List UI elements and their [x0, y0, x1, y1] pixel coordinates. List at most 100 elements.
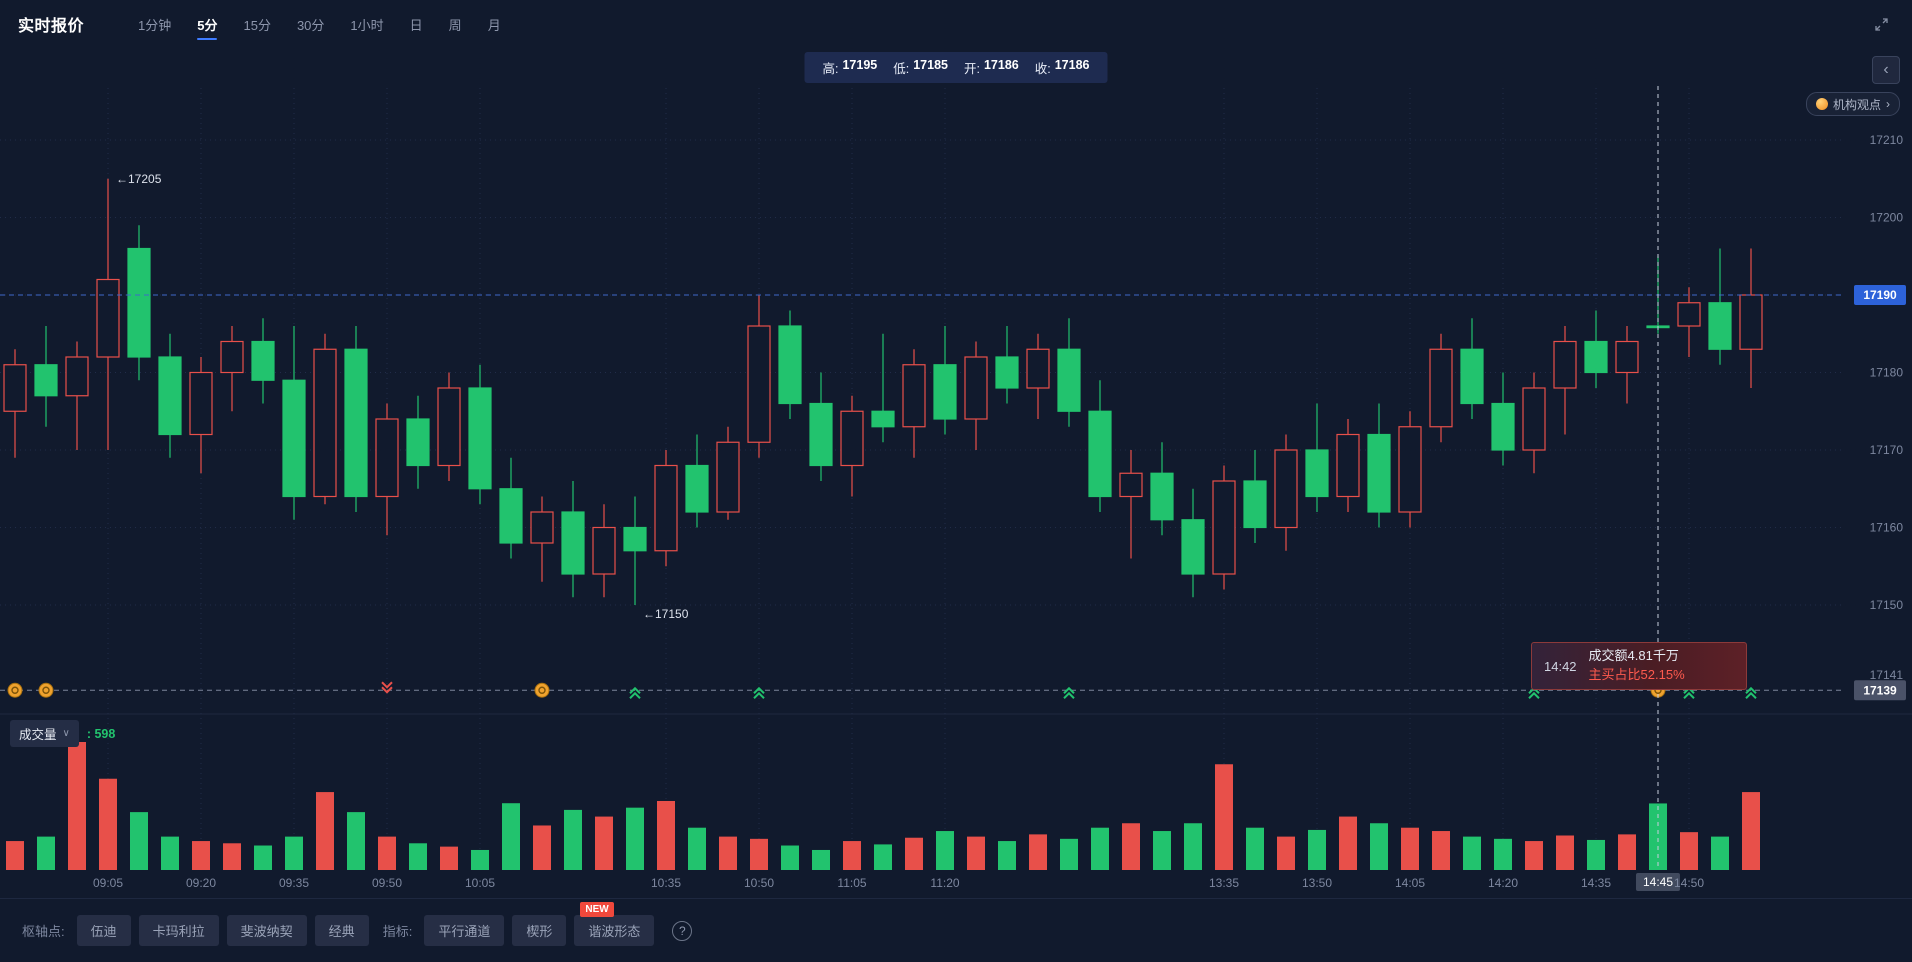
volume-bar[interactable]	[1370, 823, 1388, 870]
candle[interactable]	[809, 402, 833, 467]
tab-timeframe-3[interactable]: 15分	[243, 17, 271, 33]
signal-up-icon[interactable]	[753, 686, 765, 699]
volume-bar[interactable]	[285, 836, 303, 870]
candle[interactable]	[654, 464, 678, 552]
candle[interactable]	[34, 364, 58, 397]
candle[interactable]	[1398, 426, 1422, 513]
volume-bar[interactable]	[657, 800, 675, 870]
help-icon[interactable]: ?	[672, 920, 693, 941]
tool-button-1-2[interactable]: 卡玛利拉	[138, 915, 219, 946]
volume-bar[interactable]	[347, 812, 365, 870]
candle[interactable]	[1181, 519, 1205, 575]
candle[interactable]	[747, 325, 771, 443]
candle[interactable]	[313, 348, 337, 498]
volume-bar[interactable]	[564, 809, 582, 870]
signal-coin-icon[interactable]	[7, 682, 23, 698]
volume-bar[interactable]	[68, 742, 86, 870]
candle[interactable]	[561, 511, 585, 575]
candle[interactable]	[251, 340, 275, 381]
candle[interactable]	[1026, 348, 1050, 389]
candle[interactable]	[1367, 433, 1391, 513]
candle[interactable]	[778, 325, 802, 405]
collapse-panel-button[interactable]: ‹	[1872, 56, 1900, 84]
volume-bar[interactable]	[1401, 827, 1419, 870]
candle[interactable]	[964, 356, 988, 420]
volume-bar[interactable]	[781, 845, 799, 870]
volume-bar[interactable]	[1029, 834, 1047, 870]
candle[interactable]	[592, 526, 616, 575]
fullscreen-toggle-button[interactable]	[1868, 11, 1894, 37]
candle[interactable]	[344, 348, 368, 498]
candle[interactable]	[933, 364, 957, 420]
candle[interactable]	[3, 364, 27, 412]
candle[interactable]	[902, 364, 926, 428]
volume-bar[interactable]	[843, 841, 861, 870]
volume-bar[interactable]	[192, 841, 210, 870]
volume-bar[interactable]	[409, 843, 427, 870]
tool-button-1-4[interactable]: 经典	[314, 915, 369, 946]
candle[interactable]	[1119, 472, 1143, 498]
volume-bar[interactable]	[719, 836, 737, 870]
signal-up-icon[interactable]	[629, 686, 641, 699]
candle[interactable]	[623, 526, 647, 552]
signal-coin-icon[interactable]	[534, 682, 550, 698]
candle[interactable]	[1336, 433, 1360, 498]
candle[interactable]	[1491, 402, 1515, 451]
volume-bar[interactable]	[1618, 834, 1636, 870]
volume-bar[interactable]	[1432, 831, 1450, 870]
candle[interactable]	[1553, 340, 1577, 389]
tab-timeframe-1[interactable]: 1分钟	[138, 17, 172, 33]
tab-timeframe-4[interactable]: 30分	[296, 17, 325, 33]
candle[interactable]	[65, 356, 89, 397]
tab-timeframe-6[interactable]: 日	[409, 17, 423, 33]
volume-bar[interactable]	[502, 803, 520, 870]
candle[interactable]	[1212, 480, 1236, 575]
volume-bar[interactable]	[1680, 832, 1698, 870]
candle[interactable]	[96, 278, 120, 358]
candle[interactable]	[840, 410, 864, 467]
tool-button-2-1[interactable]: 平行通道	[424, 915, 505, 946]
volume-bar[interactable]	[37, 836, 55, 870]
candle[interactable]	[685, 464, 709, 513]
volume-bar[interactable]	[874, 844, 892, 870]
tab-timeframe-7[interactable]: 周	[448, 17, 462, 33]
volume-bar[interactable]	[812, 849, 830, 870]
volume-bar[interactable]	[6, 841, 24, 870]
tool-button-2-2[interactable]: 楔形	[512, 915, 567, 946]
volume-bar[interactable]	[1184, 823, 1202, 870]
tab-timeframe-5[interactable]: 1小时	[350, 17, 384, 33]
volume-bar[interactable]	[1215, 764, 1233, 870]
volume-bar[interactable]	[595, 816, 613, 870]
candle[interactable]	[1677, 302, 1701, 327]
candle[interactable]	[468, 387, 492, 490]
volume-bar[interactable]	[1711, 836, 1729, 870]
candle[interactable]	[127, 247, 151, 358]
signal-up-icon[interactable]	[1745, 686, 1757, 699]
volume-bar[interactable]	[1122, 823, 1140, 870]
tab-timeframe-2[interactable]: 5分	[185, 0, 229, 48]
volume-bar[interactable]	[1587, 839, 1605, 870]
institution-view-button[interactable]: 机构观点 ›	[1805, 92, 1900, 116]
candle[interactable]	[1739, 294, 1763, 350]
volume-bar[interactable]	[99, 778, 117, 870]
volume-bar[interactable]	[1308, 829, 1326, 870]
volume-bar[interactable]	[316, 792, 334, 870]
signal-coin-icon[interactable]	[38, 682, 54, 698]
volume-bar[interactable]	[936, 831, 954, 870]
volume-bar[interactable]	[1494, 838, 1512, 870]
tool-button-1-3[interactable]: 斐波纳契	[226, 915, 307, 946]
volume-bar[interactable]	[533, 825, 551, 870]
candle[interactable]	[437, 387, 461, 467]
candle[interactable]	[716, 441, 740, 513]
candle[interactable]	[1522, 387, 1546, 451]
signal-down-icon[interactable]	[381, 681, 393, 694]
volume-bar[interactable]	[750, 838, 768, 870]
volume-bar[interactable]	[161, 836, 179, 870]
candle[interactable]	[1708, 302, 1732, 350]
candle[interactable]	[158, 356, 182, 436]
candle[interactable]	[1057, 348, 1081, 412]
signal-up-icon[interactable]	[1063, 686, 1075, 699]
volume-bar[interactable]	[998, 841, 1016, 870]
candle[interactable]	[189, 371, 213, 436]
